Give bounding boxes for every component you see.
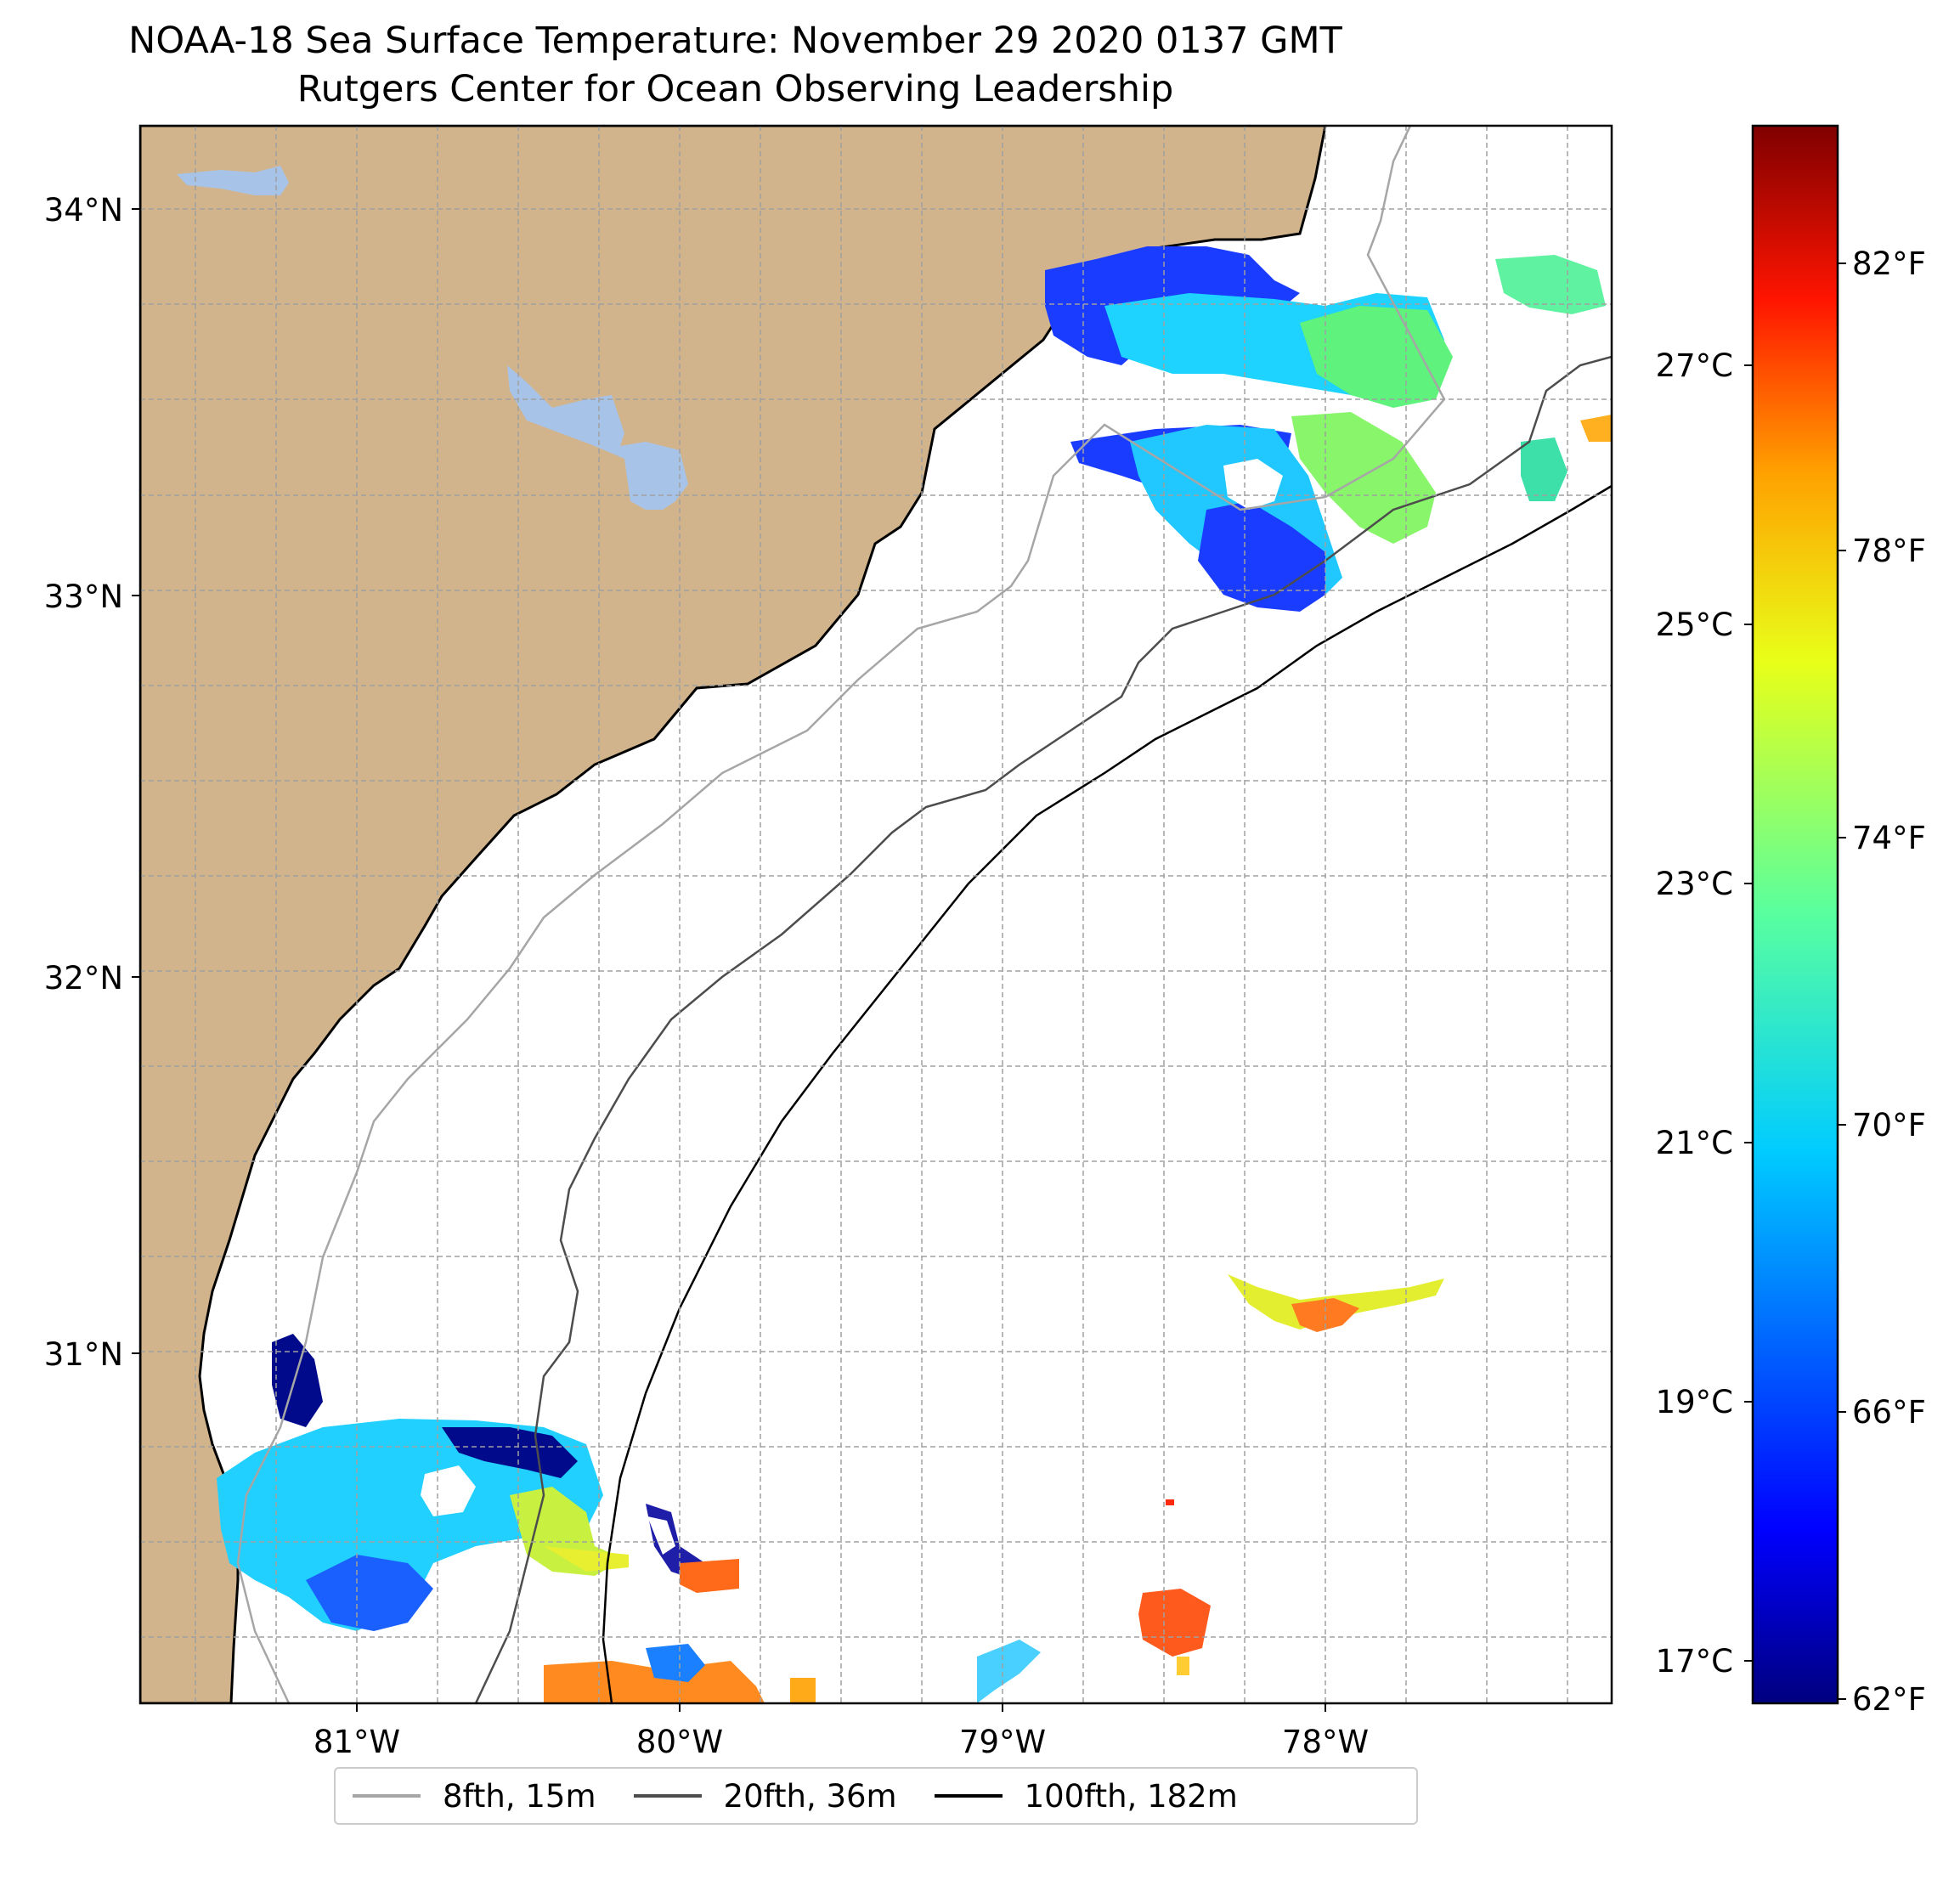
map-frame — [138, 124, 1613, 1705]
legend-item-20fth: 20fth, 36m — [633, 1777, 897, 1815]
lat-label-33: 33°N — [44, 579, 123, 615]
legend-line-20fth — [633, 1794, 702, 1798]
isobath-20fth — [474, 355, 1612, 1703]
cbar-c-17: 17°C — [1656, 1643, 1733, 1680]
lake-moultrie — [507, 365, 688, 510]
cbar-f-82: 82°F — [1852, 246, 1926, 282]
cbar-f-70: 70°F — [1852, 1107, 1926, 1143]
legend-label-8fth: 8fth, 15m — [443, 1777, 596, 1815]
cbar-c-25: 25°C — [1656, 607, 1733, 643]
cbar-c-21: 21°C — [1656, 1125, 1733, 1161]
lat-label-34: 34°N — [44, 192, 123, 229]
lat-label-31: 31°N — [44, 1336, 123, 1373]
isobath-legend: 8fth, 15m 20fth, 36m 100fth, 182m — [334, 1767, 1418, 1825]
legend-line-8fth — [353, 1794, 421, 1798]
legend-item-8fth: 8fth, 15m — [353, 1778, 596, 1815]
colorbar — [1751, 124, 1839, 1705]
cbar-f-66: 66°F — [1852, 1394, 1926, 1431]
cbar-f-62: 62°F — [1852, 1681, 1926, 1718]
isobath-8fth — [236, 126, 1446, 1703]
legend-line-100fth — [934, 1794, 1003, 1798]
lon-label-80: 80°W — [636, 1724, 723, 1760]
lake-marion — [177, 166, 289, 195]
map-title: NOAA-18 Sea Surface Temperature: Novembe… — [128, 20, 1342, 62]
cbar-c-19: 19°C — [1656, 1384, 1733, 1420]
legend-label-20fth: 20fth, 36m — [723, 1777, 897, 1815]
cbar-c-27: 27°C — [1656, 347, 1733, 384]
lon-label-78: 78°W — [1282, 1724, 1369, 1760]
lon-label-81: 81°W — [313, 1724, 400, 1760]
cbar-c-23: 23°C — [1656, 866, 1733, 902]
graticule — [140, 126, 1612, 1703]
lon-label-79: 79°W — [959, 1724, 1046, 1760]
lat-label-32: 32°N — [44, 960, 123, 996]
legend-label-100fth: 100fth, 182m — [1024, 1777, 1238, 1815]
cbar-f-74: 74°F — [1852, 820, 1926, 856]
legend-item-100fth: 100fth, 182m — [934, 1777, 1238, 1815]
map-subtitle: Rutgers Center for Ocean Observing Leade… — [297, 68, 1174, 110]
cbar-f-78: 78°F — [1852, 533, 1926, 569]
